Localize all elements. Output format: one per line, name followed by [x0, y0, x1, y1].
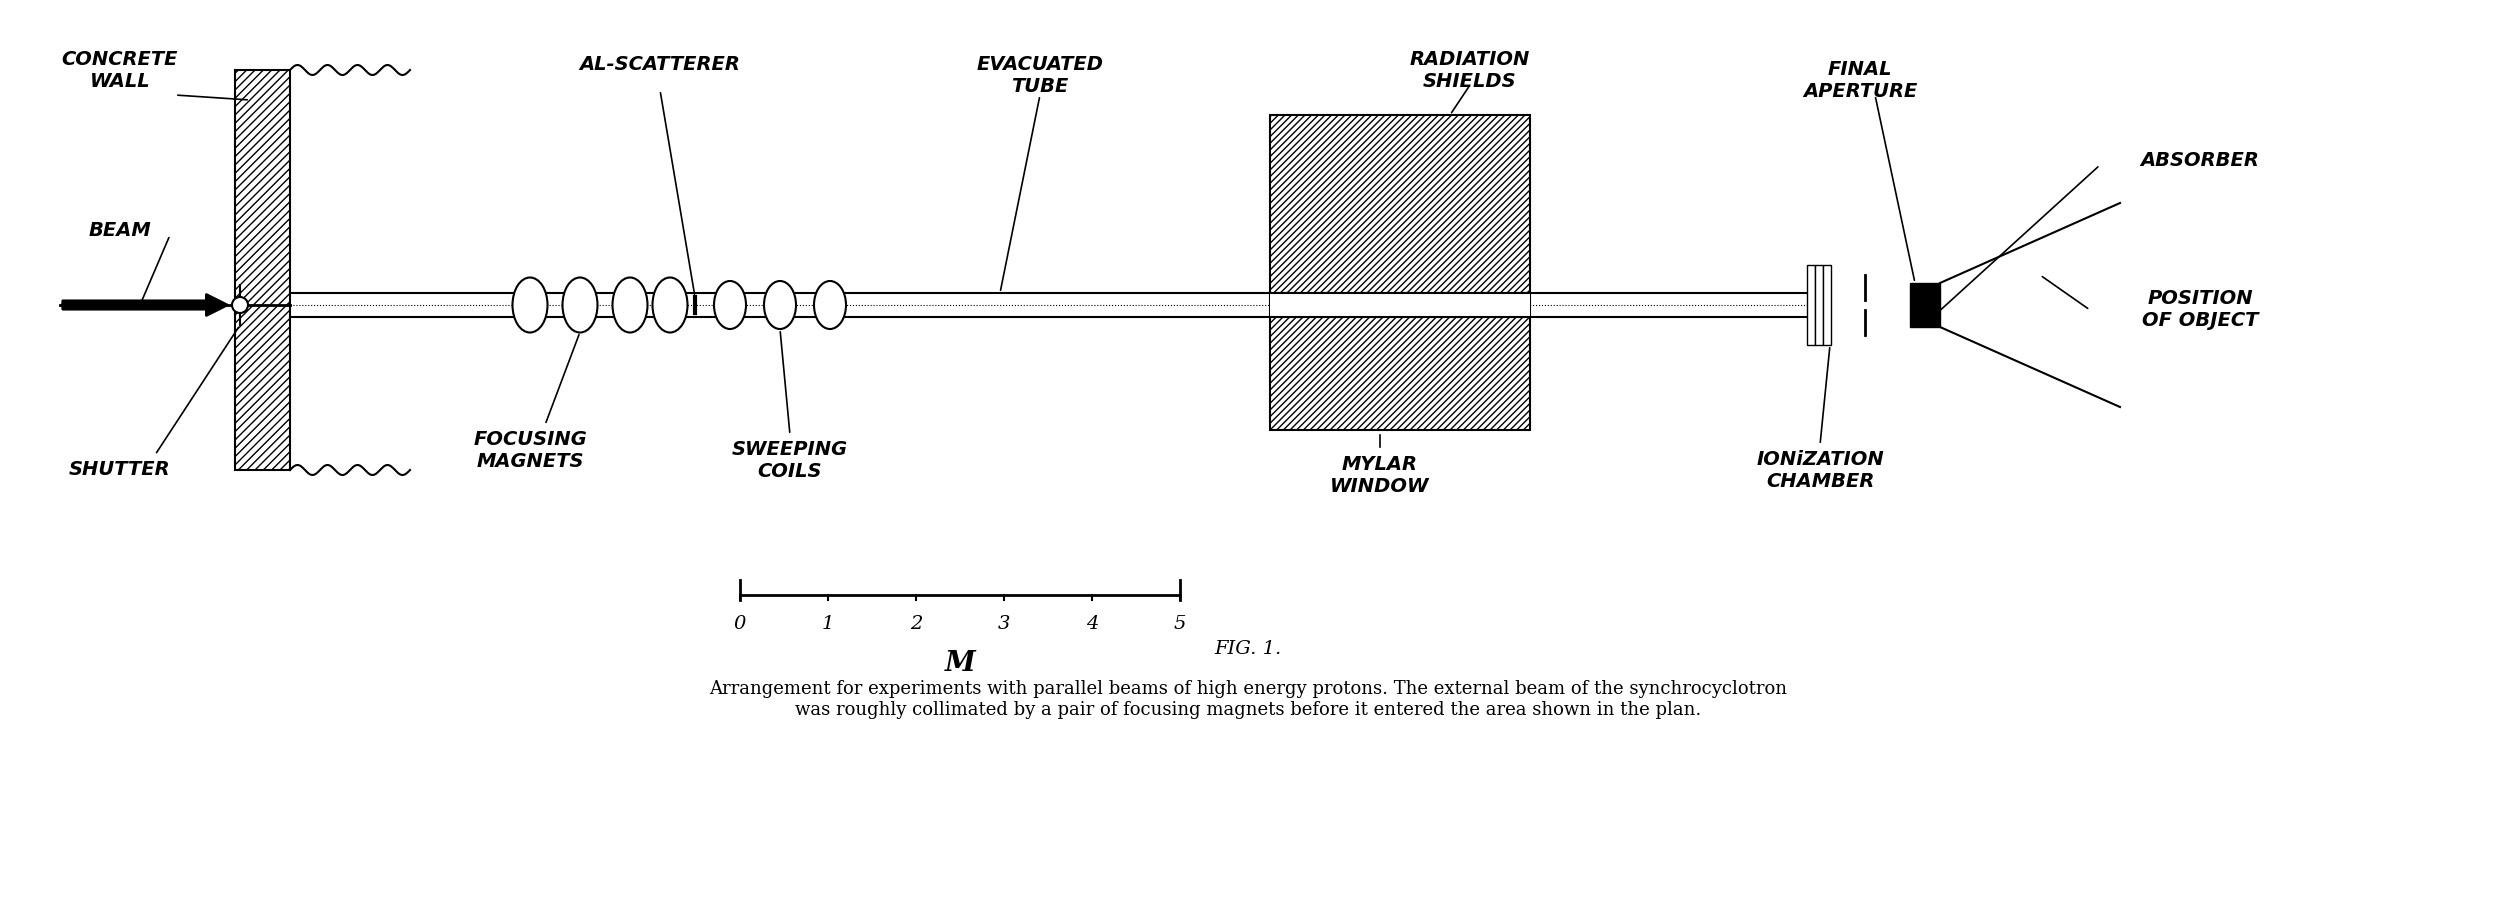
Text: IONiZATION
CHAMBER: IONiZATION CHAMBER: [1757, 450, 1884, 491]
Text: 0: 0: [734, 615, 746, 633]
Text: M: M: [943, 650, 976, 677]
Text: BEAM: BEAM: [90, 220, 152, 239]
Text: CONCRETE
WALL: CONCRETE WALL: [62, 50, 177, 91]
Text: 5: 5: [1173, 615, 1186, 633]
Text: RADIATION
SHIELDS: RADIATION SHIELDS: [1410, 50, 1530, 91]
Text: SHUTTER: SHUTTER: [70, 460, 170, 479]
Text: FINAL
APERTURE: FINAL APERTURE: [1802, 60, 1917, 101]
Text: AL-SCATTERER: AL-SCATTERER: [579, 55, 741, 74]
Bar: [1822, 265, 1832, 345]
Ellipse shape: [814, 281, 846, 329]
Bar: [1815, 265, 1822, 345]
Text: ABSORBER: ABSORBER: [2142, 150, 2259, 169]
Text: EVACUATED
TUBE: EVACUATED TUBE: [976, 55, 1103, 96]
Text: FOCUSING
MAGNETS: FOCUSING MAGNETS: [474, 430, 587, 471]
Text: Arrangement for experiments with parallel beams of high energy protons. The exte: Arrangement for experiments with paralle…: [709, 680, 1787, 719]
Bar: [1807, 265, 1815, 345]
Text: SWEEPING
COILS: SWEEPING COILS: [731, 440, 849, 481]
Circle shape: [232, 297, 247, 313]
Ellipse shape: [651, 277, 686, 332]
Ellipse shape: [714, 281, 746, 329]
Text: POSITION
OF OBJECT: POSITION OF OBJECT: [2142, 290, 2259, 330]
Ellipse shape: [562, 277, 597, 332]
Text: 2: 2: [911, 615, 921, 633]
Text: 3: 3: [998, 615, 1011, 633]
Ellipse shape: [764, 281, 796, 329]
Bar: [1909, 283, 1939, 327]
Bar: [1270, 115, 1530, 430]
Ellipse shape: [612, 277, 646, 332]
Ellipse shape: [512, 277, 547, 332]
Text: MYLAR
WINDOW: MYLAR WINDOW: [1330, 455, 1430, 496]
Text: 4: 4: [1086, 615, 1098, 633]
Text: 1: 1: [821, 615, 834, 633]
Text: FIG. 1.: FIG. 1.: [1216, 640, 1280, 658]
Bar: [235, 70, 290, 470]
